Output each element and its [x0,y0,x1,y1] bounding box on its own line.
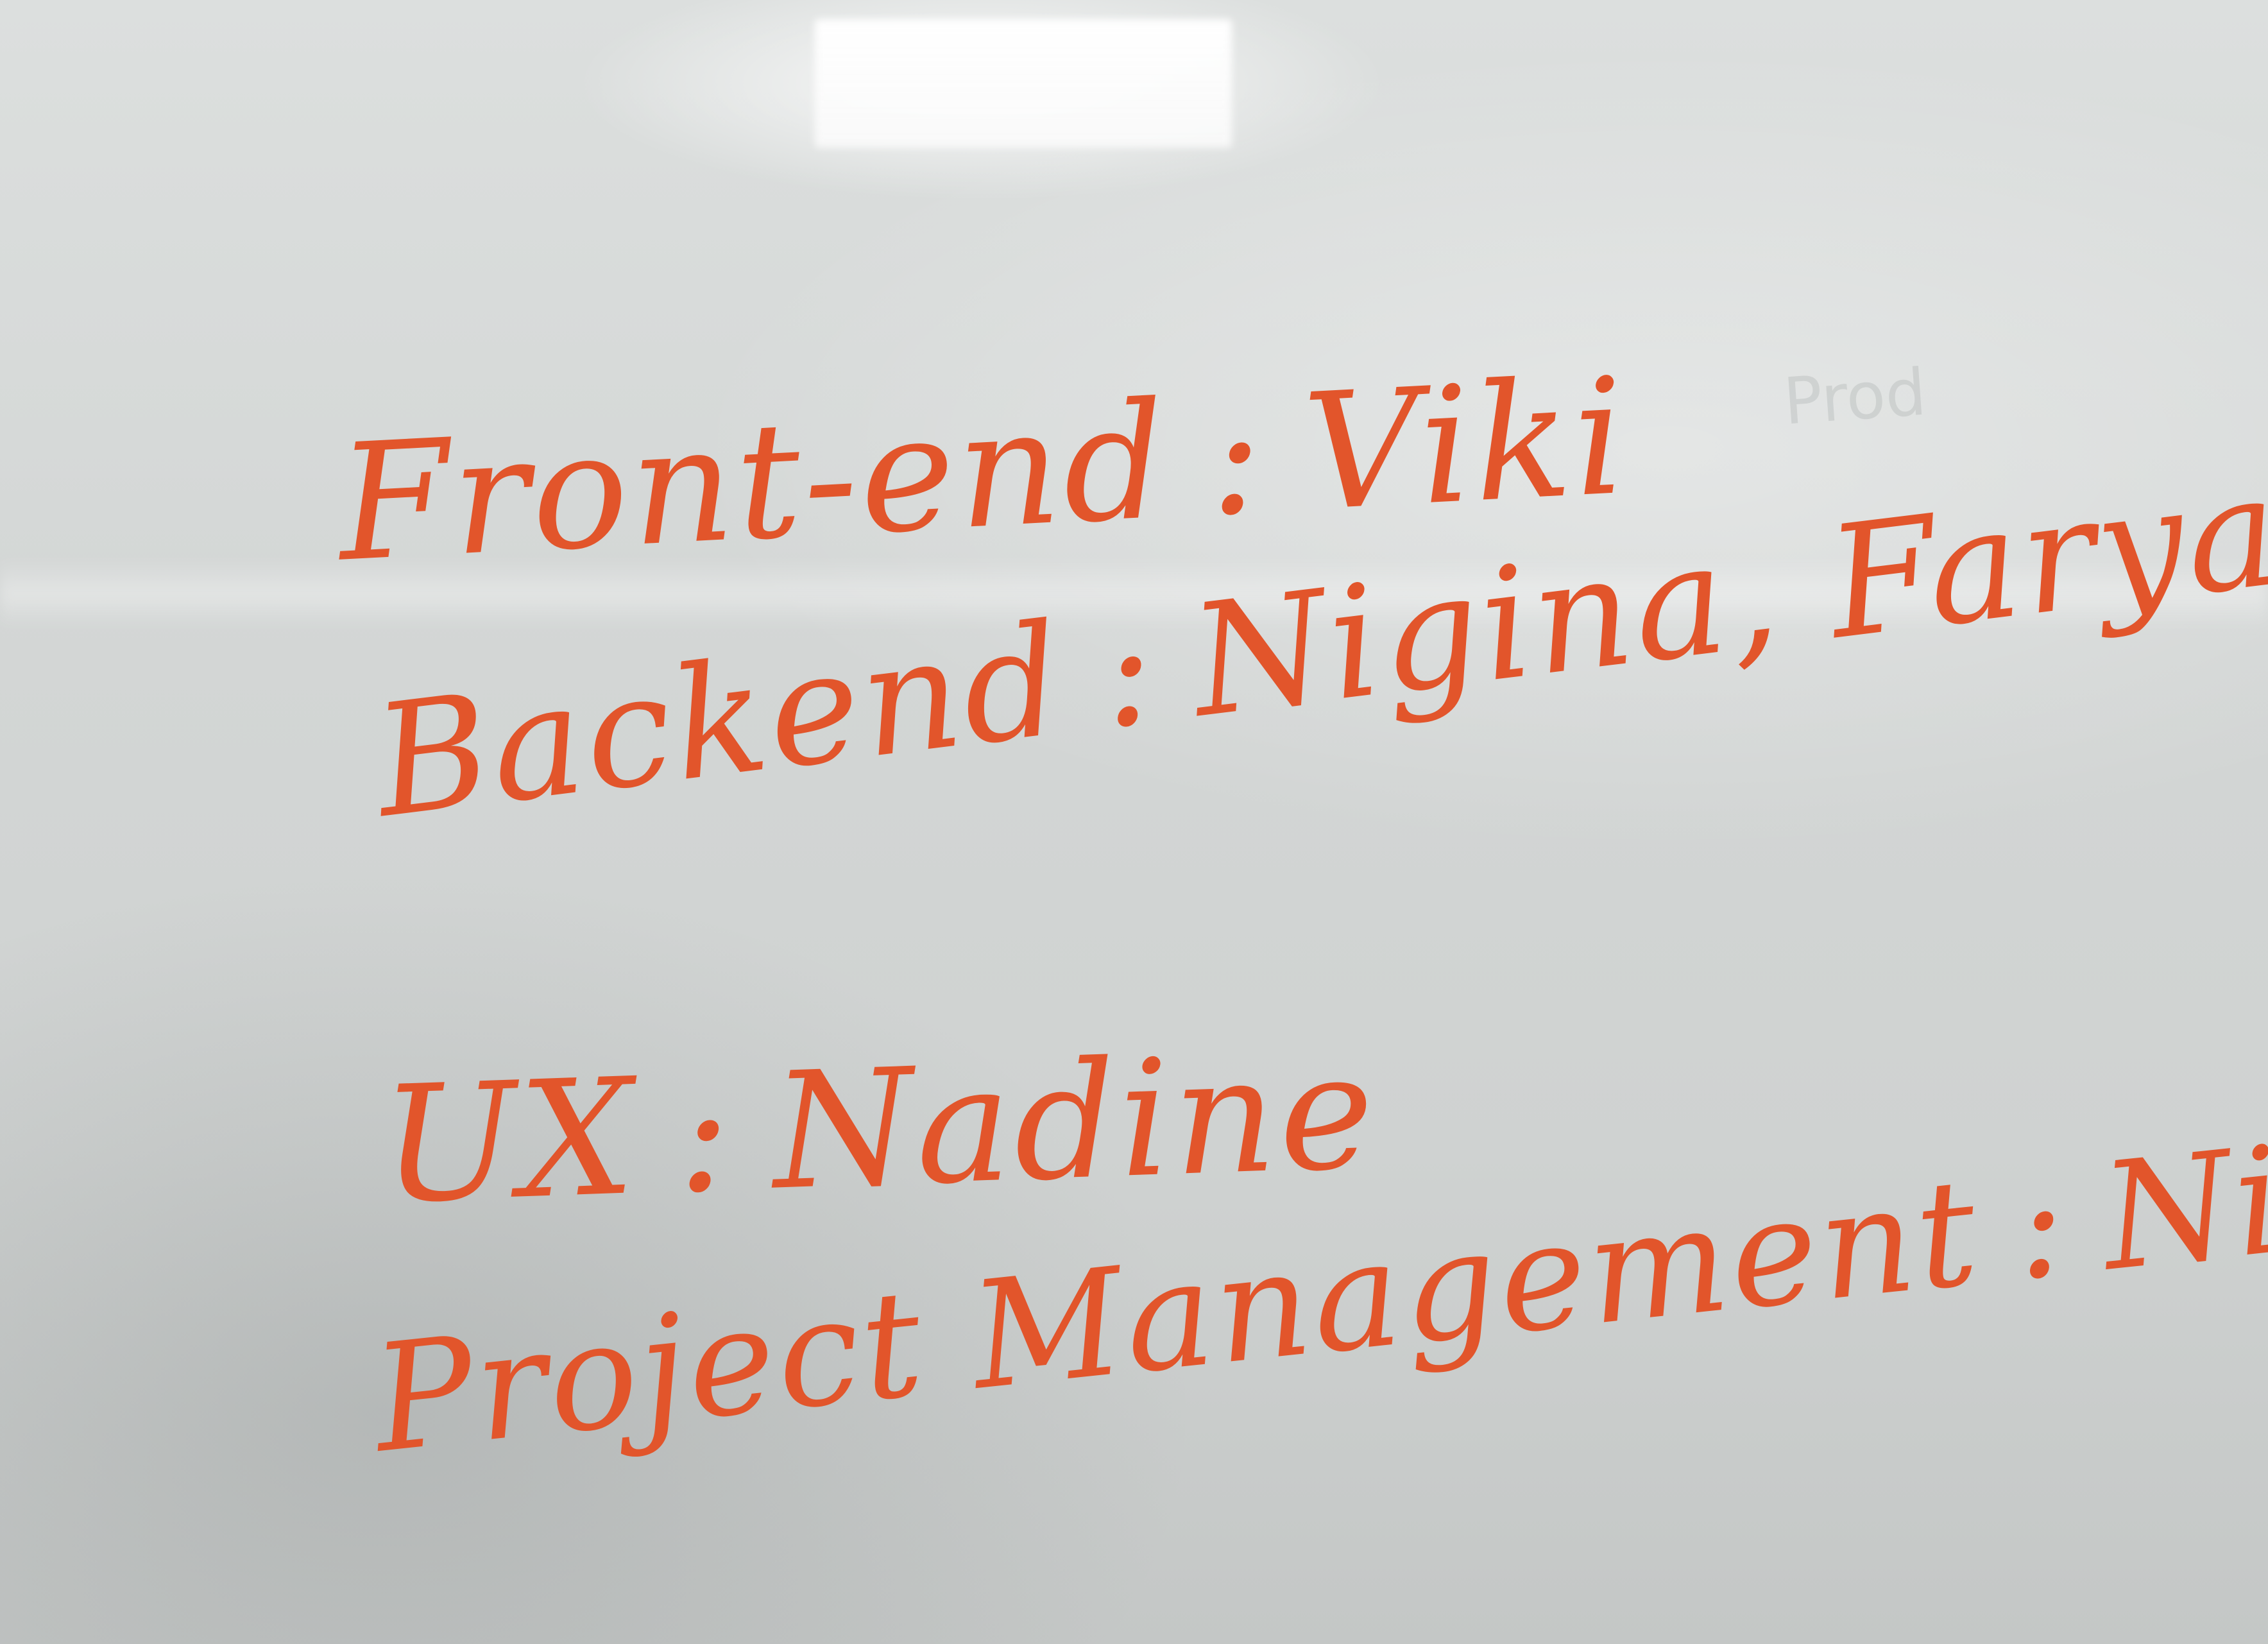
role-separator: : [672,1040,737,1229]
role-label: Backend [366,589,1074,852]
role-separator: : [1203,362,1270,552]
role-line-ux: UX: Nadine [379,1018,1379,1239]
role-label: Front-end [334,367,1173,597]
role-separator: : [1090,578,1166,764]
role-names: Viki [1299,343,1632,547]
role-names: Nadine [769,1017,1379,1226]
role-separator: : [2006,1137,2076,1314]
light-reflection-band [0,558,2268,629]
role-label: UX [379,1043,640,1239]
role-names: Nisha [2094,1086,2268,1305]
ceiling-light-reflection [815,19,1232,148]
